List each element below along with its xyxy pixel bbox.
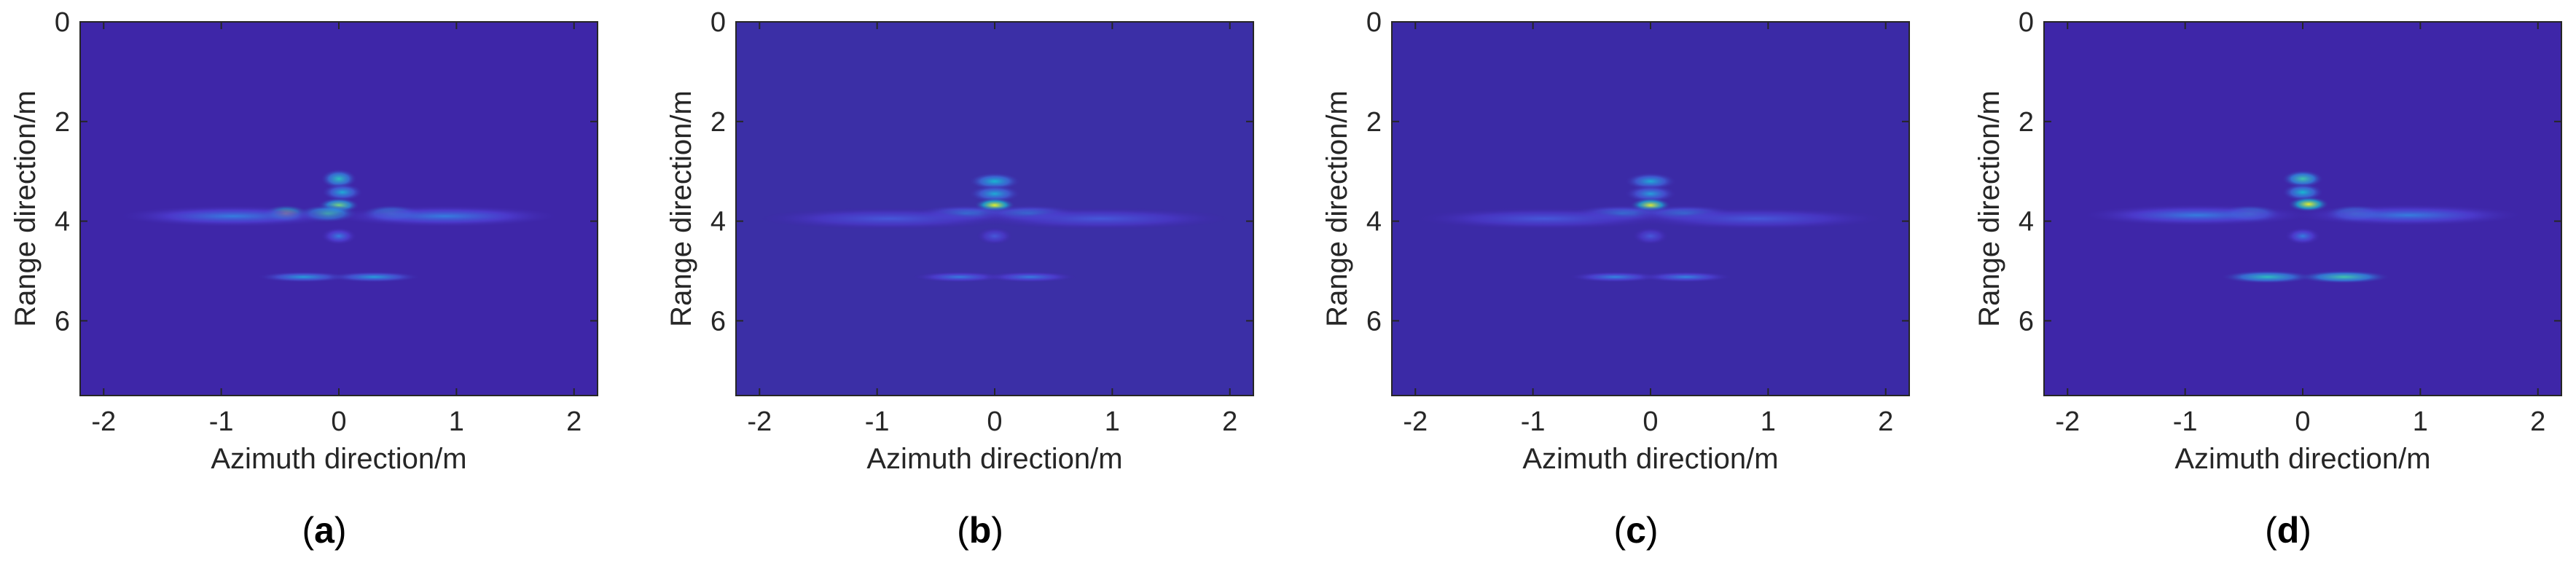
scatter-blob (2292, 204, 2525, 227)
y-tick-label: 4 (55, 207, 70, 237)
heatmap-field (117, 168, 561, 283)
x-tick-label: 1 (449, 406, 464, 437)
y-tick-label: 2 (1366, 107, 1382, 138)
panel-d: -2 -1 0 1 2 0 2 4 6 Azimuth direction/m Range dire… (1973, 7, 2562, 551)
x-tick-label: 0 (987, 406, 1002, 437)
x-tick-label: 2 (1878, 406, 1893, 437)
scatter-blob (2287, 196, 2330, 212)
y-axis-label: Range direction/m (1321, 90, 1353, 327)
y-axis-label: Range direction/m (9, 90, 42, 327)
scatter-blob (983, 271, 1077, 283)
x-tick-label: -1 (1521, 406, 1546, 437)
x-tick-label: -2 (91, 406, 116, 437)
x-tick-label: 0 (331, 406, 346, 437)
panel-caption-letter: a (314, 510, 335, 551)
scatter-blob (327, 271, 421, 283)
y-tick-label: 0 (710, 7, 726, 38)
scatter-blob (971, 208, 1230, 230)
x-axis-label: Azimuth direction/m (1522, 443, 1778, 475)
y-tick-label: 2 (710, 107, 726, 138)
panel-caption: (d) (2265, 510, 2311, 551)
x-axis-label: Azimuth direction/m (866, 443, 1122, 475)
panel-caption: (c) (1613, 510, 1658, 551)
scatter-blob (1632, 227, 1669, 245)
scatter-blob (117, 205, 350, 227)
scatter-blob (2297, 270, 2391, 284)
scatter-blob (2080, 204, 2314, 227)
y-tick-label: 6 (55, 306, 70, 337)
y-tick-label: 2 (55, 107, 70, 138)
scatter-blob (321, 168, 357, 189)
scatter-blob (2282, 183, 2324, 201)
scatter-blob (1639, 271, 1733, 283)
panel-caption-letter: c (1626, 510, 1646, 551)
x-axis-label: Azimuth direction/m (211, 443, 466, 475)
scatter-blob (2282, 170, 2324, 188)
scatter-blob (976, 227, 1013, 245)
y-tick-label: 4 (710, 207, 726, 237)
y-tick-label: 4 (2019, 207, 2034, 237)
x-tick-label: -2 (747, 406, 772, 437)
y-tick-label: 6 (2019, 306, 2034, 337)
x-tick-label: -2 (2055, 406, 2080, 437)
scatter-blob (968, 184, 1021, 203)
panel-caption-letter: b (969, 510, 992, 551)
x-tick-label: -1 (2173, 406, 2198, 437)
x-axis-label: Azimuth direction/m (2174, 443, 2430, 475)
y-tick-label: 6 (1366, 306, 1382, 337)
x-tick-label: 0 (1643, 406, 1658, 437)
x-tick-label: 2 (2530, 406, 2545, 437)
scatter-blob (968, 172, 1021, 190)
panel-b: -2 -1 0 1 2 0 2 4 6 Azimuth direction/m Range dire… (665, 7, 1254, 551)
y-tick-label: 0 (55, 7, 70, 38)
scatter-blob (321, 183, 364, 201)
scatter-blob (328, 205, 561, 227)
panel-a: -2 -1 0 1 2 0 2 4 6 Azimuth direction/m Range dire… (9, 7, 598, 551)
heatmap-field (1415, 172, 1886, 283)
panel-caption-letter: d (2277, 510, 2300, 551)
y-axis-label: Range direction/m (1973, 90, 2005, 327)
scatter-blob (1626, 208, 1886, 230)
x-tick-label: -2 (1403, 406, 1428, 437)
scatter-blob (759, 208, 1019, 230)
y-tick-label: 0 (1366, 7, 1382, 38)
panel-caption: (b) (957, 510, 1003, 551)
x-tick-label: 0 (2295, 406, 2310, 437)
scatter-blob (1415, 208, 1675, 230)
panel-c: -2 -1 0 1 2 0 2 4 6 Azimuth direction/m Range dire… (1321, 7, 1910, 551)
scatter-blob (2220, 270, 2314, 284)
panels: -2 -1 0 1 2 0 2 4 6 Azimuth direction/m Range dire… (9, 7, 2562, 551)
y-axis-label: Range direction/m (665, 90, 697, 327)
heatmap-field (759, 172, 1230, 283)
x-tick-label: 1 (1761, 406, 1776, 437)
y-tick-label: 4 (1366, 207, 1382, 237)
x-tick-label: 1 (2413, 406, 2428, 437)
scatter-blob (1624, 172, 1677, 190)
y-tick-label: 0 (2019, 7, 2034, 38)
scatter-blob (1624, 184, 1677, 203)
scatter-blob (1568, 271, 1662, 283)
panel-caption: (a) (302, 510, 346, 551)
x-tick-label: 2 (1222, 406, 1237, 437)
scatter-blob (912, 271, 1006, 283)
x-tick-label: 1 (1105, 406, 1120, 437)
x-tick-label: -1 (209, 406, 234, 437)
scatter-blob (2285, 227, 2321, 245)
heatmap-field (2080, 170, 2525, 284)
y-tick-label: 2 (2019, 107, 2034, 138)
scatter-blob (257, 271, 351, 283)
x-tick-label: -1 (865, 406, 890, 437)
scatter-blob (321, 227, 357, 245)
y-tick-label: 6 (710, 306, 726, 337)
x-tick-label: 2 (566, 406, 582, 437)
